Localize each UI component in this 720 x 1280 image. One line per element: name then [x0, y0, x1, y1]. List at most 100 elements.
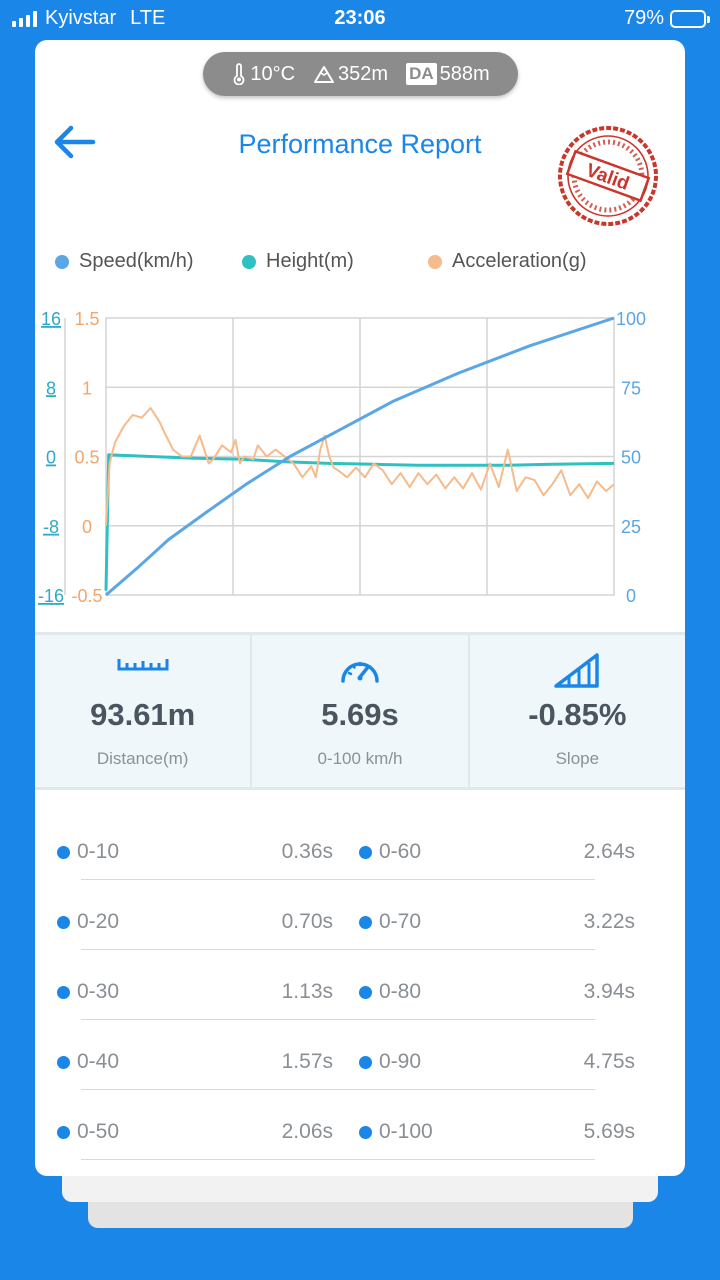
- split-label-text: 0-80: [379, 980, 422, 1003]
- split-label: 0-10: [57, 840, 119, 864]
- stat-label: Slope: [555, 749, 600, 768]
- bullet-dot: [57, 1125, 70, 1139]
- battery-percent: 79%: [623, 7, 664, 29]
- density-altitude-value: 588m: [439, 62, 490, 85]
- row-divider: [81, 1019, 595, 1020]
- performance-chart: 16 8 0 -8 -16 1.5 1 0.5 0 -0.5 100 75 50 25 0: [38, 309, 646, 606]
- split-row: 0-40 1.57s 0-90 4.75s: [35, 1020, 685, 1090]
- height-tick-label: 16: [41, 309, 61, 329]
- altitude-value: 352m: [338, 62, 389, 85]
- row-divider: [81, 879, 595, 880]
- acceleration-line: [105, 407, 615, 526]
- network-type: LTE: [130, 7, 166, 29]
- split-label-text: 0-100: [379, 1120, 433, 1143]
- split-label-text: 0-50: [77, 1120, 120, 1143]
- bullet-dot: [359, 1055, 372, 1069]
- split-time: 3.22s: [583, 910, 635, 933]
- chart-legend: Speed(km/h) Height(m) Acceleration(g): [35, 250, 685, 276]
- split-label: 0-30: [57, 980, 119, 1004]
- split-time: 0.70s: [281, 910, 333, 933]
- acceleration-tick-label: 1.5: [74, 309, 99, 329]
- row-divider: [81, 1159, 595, 1160]
- temperature-value: 10°C: [250, 62, 296, 85]
- split-label-text: 0-70: [379, 910, 422, 933]
- split-time: 3.94s: [583, 980, 635, 1003]
- speed-tick-label: 25: [621, 517, 641, 537]
- acceleration-tick-label: 1: [82, 378, 92, 398]
- battery-icon: [670, 9, 710, 28]
- legend-acceleration: Acceleration(g): [428, 250, 587, 273]
- altitude-group: 352m: [313, 63, 388, 86]
- split-label-text: 0-90: [379, 1050, 422, 1073]
- status-bar: Kyivstar LTE 23:06 79%: [0, 0, 720, 36]
- stat-value: -0.85%: [528, 697, 627, 732]
- conditions-pill: 10°C 352m DA 588m: [203, 52, 518, 96]
- height-tick-label: -16: [38, 586, 64, 606]
- speed-tick-label: 50: [621, 448, 641, 468]
- stat-label: 0-100 km/h: [317, 749, 403, 768]
- speed-line: [105, 316, 615, 597]
- split-label-text: 0-40: [77, 1050, 120, 1073]
- stat-value: 5.69s: [321, 697, 399, 732]
- legend-height: Height(m): [242, 250, 354, 273]
- split-time: 5.69s: [583, 1120, 635, 1143]
- bullet-dot: [359, 845, 372, 859]
- split-label: 0-80: [359, 980, 421, 1004]
- stat-label: Distance(m): [96, 749, 189, 768]
- stat-slope: -0.85% Slope: [467, 635, 685, 787]
- valid-stamp: Valid: [558, 126, 658, 226]
- split-label: 0-60: [359, 840, 421, 864]
- acceleration-tick-label: -0.5: [71, 586, 102, 606]
- status-left: Kyivstar LTE: [12, 7, 165, 30]
- stat-distance: 93.61m Distance(m): [35, 635, 250, 787]
- bullet-dot: [57, 985, 70, 999]
- split-time: 2.64s: [583, 840, 635, 863]
- stat-value: 93.61m: [90, 697, 196, 732]
- mountain-icon: [314, 66, 335, 83]
- split-label: 0-70: [359, 910, 421, 934]
- thermometer-icon: [233, 63, 245, 85]
- legend-speed: Speed(km/h): [55, 250, 194, 273]
- density-altitude-group: DA 588m: [406, 63, 490, 86]
- split-row: 0-50 2.06s 0-100 5.69s: [35, 1090, 685, 1160]
- stat-acceleration-time: 5.69s 0-100 km/h: [250, 635, 467, 787]
- split-time: 2.06s: [281, 1120, 333, 1143]
- bullet-dot: [359, 915, 372, 929]
- legend-dot: [55, 254, 69, 269]
- row-divider: [81, 1089, 595, 1090]
- slope-icon: [554, 653, 600, 688]
- bullet-dot: [57, 915, 70, 929]
- back-button[interactable]: [51, 122, 97, 162]
- split-times-list: 0-10 0.36s 0-60 2.64s 0-20 0.70s 0-70 3.22s 0-30…: [35, 810, 685, 1160]
- split-row: 0-10 0.36s 0-60 2.64s: [35, 810, 685, 880]
- speed-tick-label: 0: [626, 586, 636, 606]
- legend-label: Height(m): [266, 250, 354, 272]
- carrier-name: Kyivstar: [45, 7, 117, 29]
- height-tick-label: -8: [43, 517, 59, 537]
- speed-tick-label: 75: [621, 378, 641, 398]
- bullet-dot: [359, 1125, 372, 1139]
- height-tick-label: 0: [46, 448, 56, 468]
- clock: 23:06: [334, 7, 386, 29]
- split-label-text: 0-10: [77, 840, 120, 863]
- bullet-dot: [57, 1055, 70, 1069]
- split-time: 0.36s: [281, 840, 333, 863]
- page-title: Performance Report: [238, 129, 482, 159]
- split-time: 4.75s: [583, 1050, 635, 1073]
- legend-label: Speed(km/h): [79, 250, 194, 272]
- acceleration-tick-label: 0.5: [74, 448, 99, 468]
- split-label-text: 0-20: [77, 910, 120, 933]
- split-label: 0-40: [57, 1050, 119, 1074]
- bullet-dot: [57, 845, 70, 859]
- status-right: 79%: [623, 7, 710, 30]
- row-divider: [81, 949, 595, 950]
- height-line: [104, 453, 615, 591]
- signal-icon: [12, 10, 37, 27]
- split-label: 0-50: [57, 1120, 119, 1144]
- stats-panel: 93.61m Distance(m) 5.69s 0-100 km/h -0.8…: [35, 632, 685, 790]
- legend-dot: [428, 254, 442, 269]
- acceleration-tick-label: 0: [82, 517, 92, 537]
- split-label: 0-90: [359, 1050, 421, 1074]
- report-card: 10°C 352m DA 588m Performance Report Val…: [35, 40, 685, 1176]
- arrow-left-icon: [54, 125, 96, 159]
